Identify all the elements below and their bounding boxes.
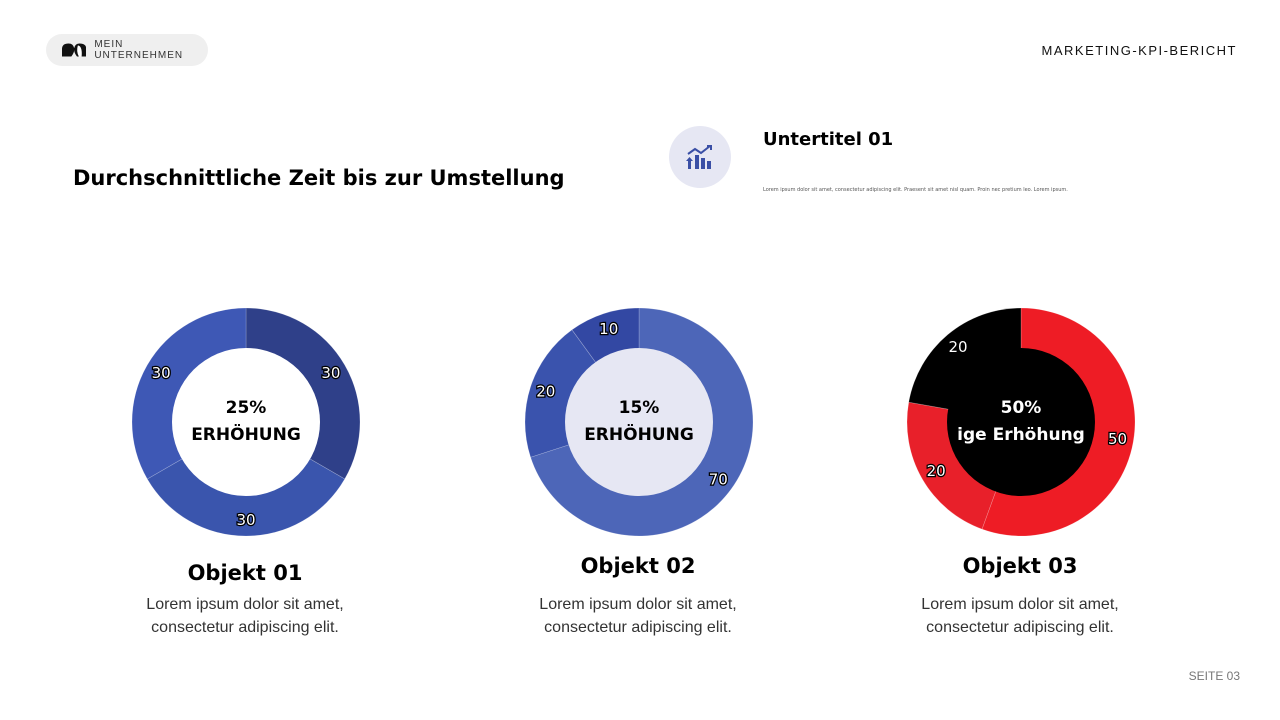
page-number: SEITE 03 <box>1188 669 1240 683</box>
center-label: ige Erhöhung <box>957 425 1085 445</box>
object-title: Objekt 02 <box>580 554 696 578</box>
center-value: 15% <box>618 398 660 418</box>
center-value: 25% <box>225 398 267 418</box>
donut-chart-2: 70 20 10 15% ERHÖHUNG <box>523 306 755 538</box>
data-label: 10 <box>599 320 618 338</box>
object-text: consectetur adipiscing elit. <box>151 619 339 636</box>
page-title: Durchschnittliche Zeit bis zur Umstellun… <box>73 166 565 190</box>
object-2: Objekt 02 Lorem ipsum dolor sit amet, cons… <box>488 554 788 639</box>
donut-hole <box>565 348 713 496</box>
data-label: 50 <box>1108 430 1127 448</box>
donut-hole <box>172 348 320 496</box>
logo-icon <box>62 43 87 57</box>
report-title: MARKETING-KPI-BERICHT <box>1041 43 1237 58</box>
company-logo-badge: MEIN UNTERNEHMEN <box>46 34 208 66</box>
data-label: 30 <box>321 364 340 382</box>
data-label: 20 <box>536 383 555 401</box>
data-label: 20 <box>927 462 946 480</box>
chart-growth-icon <box>669 126 731 188</box>
subtitle: Untertitel 01 <box>763 129 894 150</box>
subtitle-text: Lorem ipsum dolor sit amet, consectetur … <box>763 187 1068 193</box>
company-name: MEIN UNTERNEHMEN <box>94 39 184 61</box>
data-label: 30 <box>152 364 171 382</box>
object-text: consectetur adipiscing elit. <box>544 619 732 636</box>
object-text: Lorem ipsum dolor sit amet, <box>921 596 1119 613</box>
object-text: Lorem ipsum dolor sit amet, <box>539 596 737 613</box>
object-text: Lorem ipsum dolor sit amet, <box>146 596 344 613</box>
center-value: 50% <box>1000 398 1042 418</box>
object-3: Objekt 03 Lorem ipsum dolor sit amet, cons… <box>870 554 1170 639</box>
object-1: Objekt 01 Lorem ipsum dolor sit amet, cons… <box>95 561 395 639</box>
object-title: Objekt 03 <box>962 554 1078 578</box>
donut-chart-1: 30 30 30 25% ERHÖHUNG <box>130 306 362 538</box>
center-label: ERHÖHUNG <box>584 425 694 445</box>
data-label: 20 <box>948 338 967 356</box>
object-text: consectetur adipiscing elit. <box>926 619 1114 636</box>
data-label: 70 <box>709 471 728 489</box>
object-title: Objekt 01 <box>187 561 303 585</box>
center-label: ERHÖHUNG <box>191 425 301 445</box>
donut-hole <box>947 348 1095 496</box>
data-label: 30 <box>236 511 255 529</box>
donut-chart-3: 50 20 20 50% ige Erhöhung <box>905 306 1137 538</box>
